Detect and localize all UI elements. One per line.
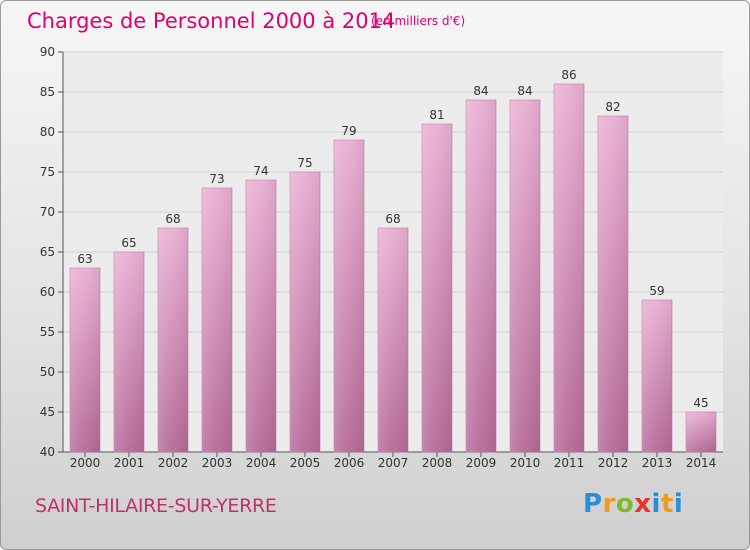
chart-subtitle: (en milliers d'€): [371, 14, 465, 28]
x-tick-label: 2009: [466, 456, 497, 470]
bar-shine: [70, 268, 100, 452]
labels: 40 45 50 55 60 65 70 75 80 85 90 63 2000 65 2001 68 2002…: [40, 45, 717, 470]
bar-shine: [202, 188, 232, 452]
bar-shine: [290, 172, 320, 452]
logo-letter: x: [634, 489, 652, 519]
x-tick-label: 2010: [510, 456, 541, 470]
bar-shine: [422, 124, 452, 452]
y-tick-label: 90: [40, 45, 55, 59]
value-label: 45: [693, 396, 708, 410]
x-tick-label: 2006: [334, 456, 365, 470]
x-tick-label: 2003: [202, 456, 233, 470]
y-tick-label: 85: [40, 85, 55, 99]
bar-shine: [466, 100, 496, 452]
bar-shine: [598, 116, 628, 452]
value-label: 73: [209, 172, 224, 186]
bar-shine: [686, 412, 716, 452]
y-tick-label: 75: [40, 165, 55, 179]
logo-letter: r: [602, 489, 616, 519]
y-tick-label: 55: [40, 325, 55, 339]
value-label: 84: [473, 84, 488, 98]
y-tick-label: 45: [40, 405, 55, 419]
value-label: 82: [605, 100, 620, 114]
value-label: 75: [297, 156, 312, 170]
bar-shine: [334, 140, 364, 452]
bar-shine: [378, 228, 408, 452]
logo-letter: o: [615, 489, 635, 519]
bar-shine: [114, 252, 144, 452]
chart-title: Charges de Personnel 2000 à 2014: [27, 9, 395, 33]
x-tick-label: 2005: [290, 456, 321, 470]
y-tick-label: 50: [40, 365, 55, 379]
logo-letter: t: [660, 489, 674, 519]
value-label: 81: [429, 108, 444, 122]
bar-shine: [158, 228, 188, 452]
x-tick-label: 2011: [554, 456, 585, 470]
x-tick-label: 2007: [378, 456, 409, 470]
logo-letter: i: [673, 489, 684, 519]
x-tick-label: 2002: [158, 456, 189, 470]
value-label: 63: [77, 252, 92, 266]
y-tick-label: 70: [40, 205, 55, 219]
y-tick-label: 60: [40, 285, 55, 299]
value-label: 68: [165, 212, 180, 226]
x-tick-label: 2008: [422, 456, 453, 470]
logo-letter: i: [651, 489, 661, 519]
bar-shine: [246, 180, 276, 452]
x-tick-label: 2014: [686, 456, 717, 470]
commune-name: SAINT-HILAIRE-SUR-YERRE: [35, 495, 277, 517]
bar-shine: [554, 84, 584, 452]
value-label: 79: [341, 124, 356, 138]
value-label: 59: [649, 284, 664, 298]
x-tick-label: 2000: [70, 456, 101, 470]
value-label: 84: [517, 84, 532, 98]
value-label: 74: [253, 164, 268, 178]
y-tick-label: 80: [40, 125, 55, 139]
x-tick-label: 2012: [598, 456, 629, 470]
x-tick-label: 2004: [246, 456, 277, 470]
x-tick-label: 2001: [114, 456, 145, 470]
y-tick-label: 40: [40, 445, 55, 459]
bars: [69, 83, 717, 453]
bar-shine: [642, 300, 672, 452]
y-tick-label: 65: [40, 245, 55, 259]
value-label: 86: [561, 68, 576, 82]
value-label: 65: [121, 236, 136, 250]
bar-shine: [510, 100, 540, 452]
value-label: 68: [385, 212, 400, 226]
logo-letter: P: [583, 489, 603, 519]
x-tick-label: 2013: [642, 456, 673, 470]
proxiti-logo[interactable]: Proxiti: [583, 489, 683, 519]
